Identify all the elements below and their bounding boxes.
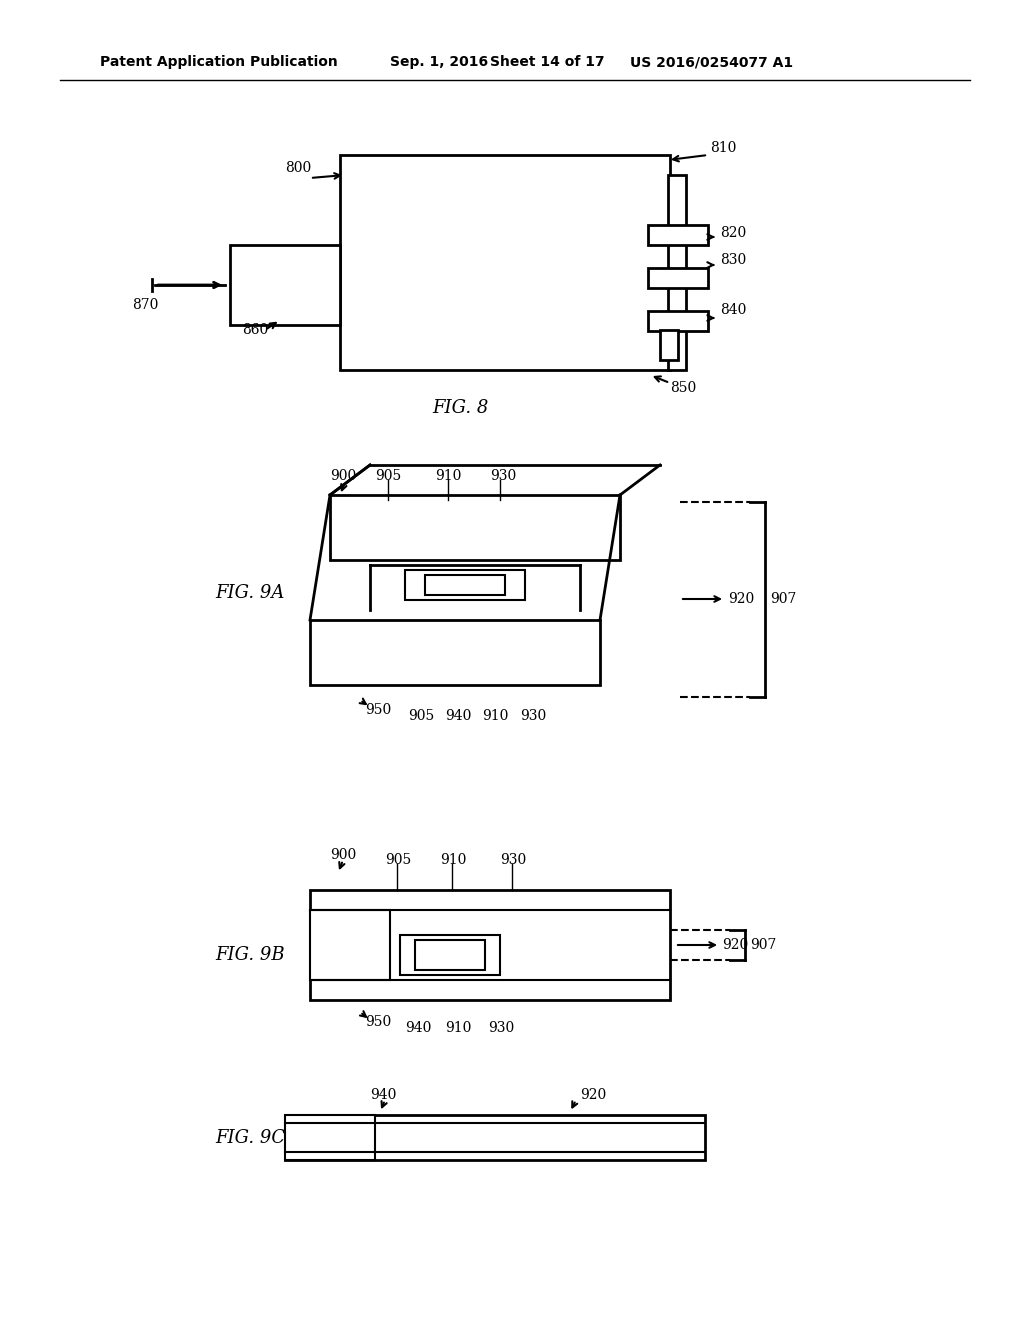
Bar (660, 330, 678, 360)
Bar (330, 495, 620, 560)
Text: US 2016/0254077 A1: US 2016/0254077 A1 (630, 55, 794, 69)
Text: 870: 870 (132, 298, 158, 312)
Text: 910: 910 (445, 1020, 471, 1035)
Text: 820: 820 (720, 226, 746, 240)
Text: 860: 860 (242, 323, 268, 337)
Bar (285, 1115, 705, 1160)
Bar (310, 620, 600, 685)
Text: 920: 920 (728, 591, 755, 606)
Text: 905: 905 (385, 853, 412, 867)
Text: 940: 940 (406, 1020, 431, 1035)
Text: 950: 950 (365, 704, 391, 717)
Text: 900: 900 (330, 847, 356, 862)
Text: 830: 830 (720, 253, 746, 267)
Text: 930: 930 (488, 1020, 514, 1035)
Bar (400, 935, 500, 975)
Text: 850: 850 (670, 381, 696, 395)
Text: 907: 907 (750, 939, 776, 952)
Text: 910: 910 (435, 469, 462, 483)
Text: 800: 800 (285, 161, 311, 176)
Text: 905: 905 (408, 709, 434, 723)
Text: 950: 950 (365, 1015, 391, 1030)
Text: 940: 940 (445, 709, 471, 723)
Text: 900: 900 (330, 469, 356, 483)
Text: 930: 930 (500, 853, 526, 867)
Bar (415, 940, 485, 970)
Bar (648, 224, 708, 246)
Text: Patent Application Publication: Patent Application Publication (100, 55, 338, 69)
Text: FIG. 9B: FIG. 9B (215, 946, 285, 964)
Bar (340, 154, 670, 370)
Text: Sheet 14 of 17: Sheet 14 of 17 (490, 55, 604, 69)
Text: 810: 810 (710, 141, 736, 154)
Text: 905: 905 (375, 469, 401, 483)
Text: Sep. 1, 2016: Sep. 1, 2016 (390, 55, 488, 69)
Text: 920: 920 (580, 1088, 606, 1102)
Bar (230, 246, 340, 325)
Bar (425, 576, 505, 595)
Bar (310, 890, 670, 1001)
Bar (406, 570, 525, 601)
Bar (648, 268, 708, 288)
Text: FIG. 8: FIG. 8 (432, 399, 488, 417)
Bar (285, 1115, 375, 1160)
Bar (648, 312, 708, 331)
Text: FIG. 9A: FIG. 9A (215, 583, 285, 602)
Text: 920: 920 (722, 939, 749, 952)
Text: 910: 910 (482, 709, 508, 723)
Text: FIG. 9C: FIG. 9C (215, 1129, 285, 1147)
Bar (310, 909, 390, 979)
Text: 930: 930 (520, 709, 546, 723)
Text: 930: 930 (490, 469, 516, 483)
Text: 840: 840 (720, 304, 746, 317)
Text: 940: 940 (370, 1088, 396, 1102)
Bar (668, 176, 686, 370)
Text: 907: 907 (770, 591, 797, 606)
Text: 910: 910 (440, 853, 466, 867)
